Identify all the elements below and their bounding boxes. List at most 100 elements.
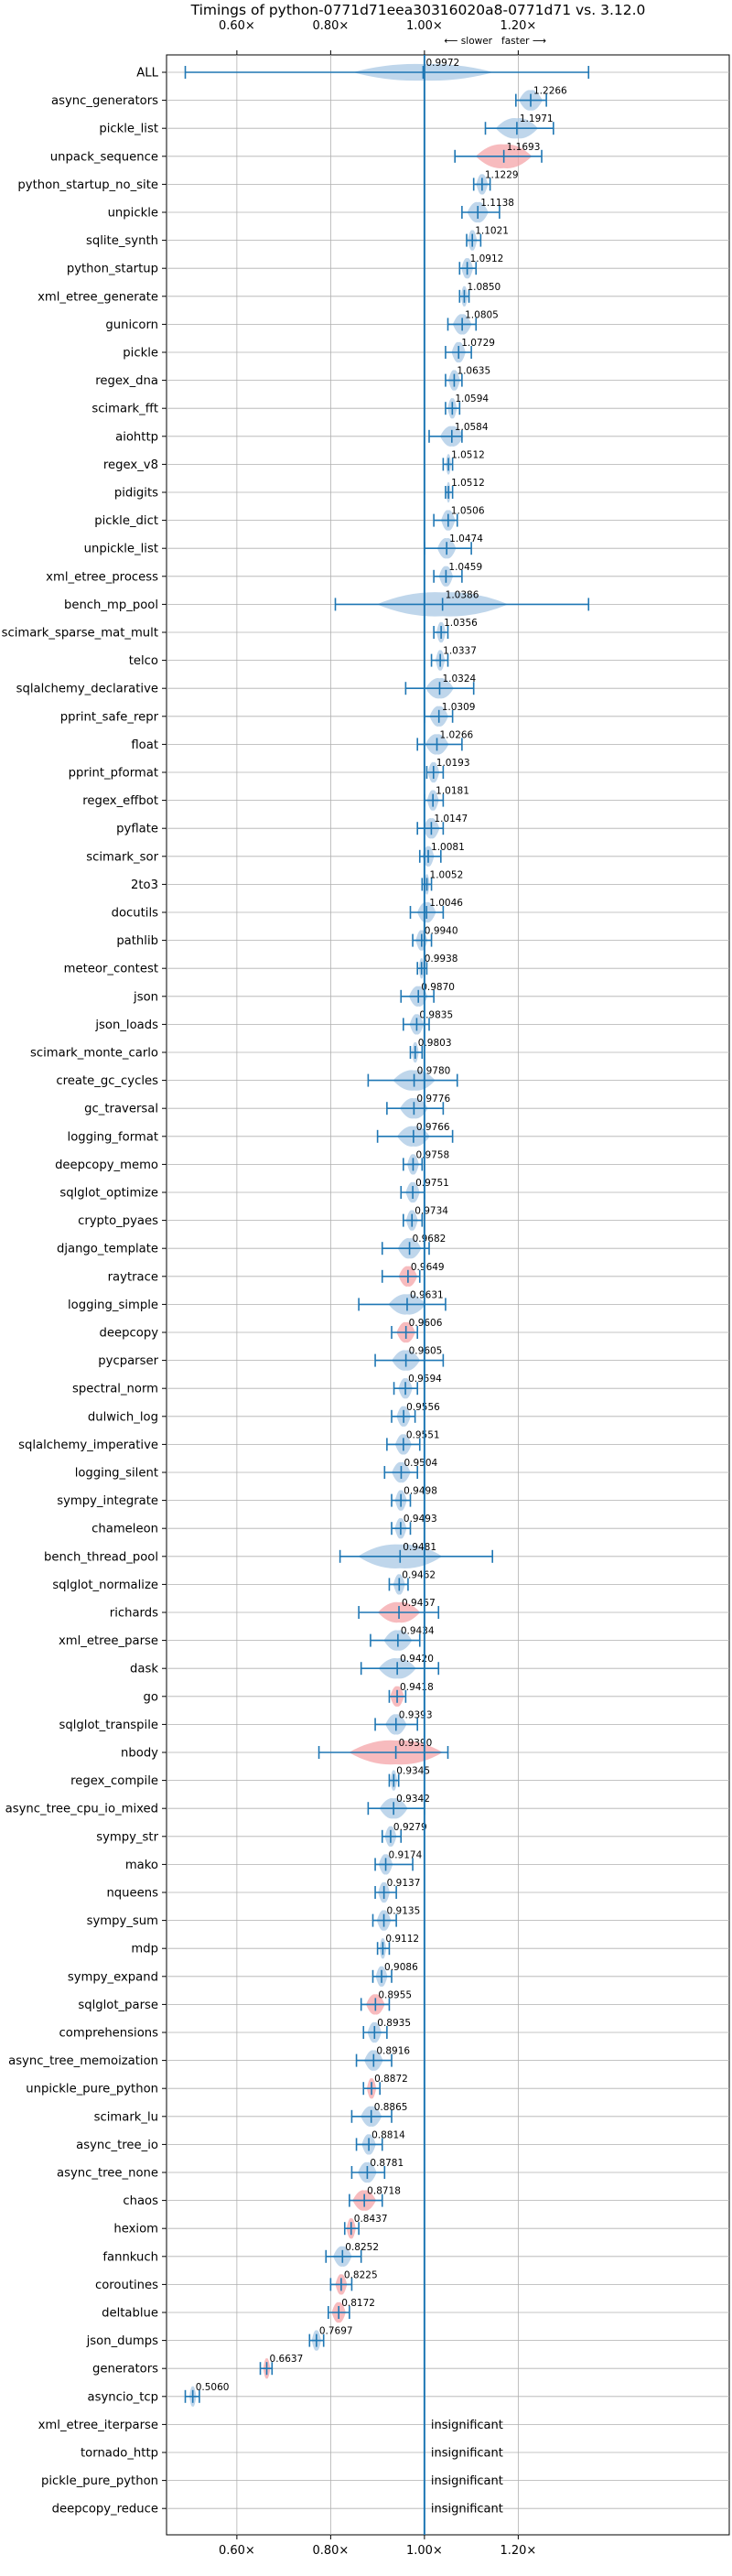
- value-label: 0.9462: [402, 1569, 436, 1580]
- benchmark-label: deepcopy: [100, 1327, 159, 1341]
- benchmark-label: xml_etree_iterparse: [38, 2419, 158, 2432]
- benchmark-label: chameleon: [92, 1523, 158, 1536]
- benchmark-label: scimark_monte_carlo: [30, 1047, 158, 1061]
- value-label: 1.0594: [455, 393, 489, 404]
- value-label: 1.0459: [448, 562, 482, 573]
- value-label: 1.0512: [451, 449, 485, 460]
- benchmark-label: logging_simple: [68, 1299, 158, 1312]
- benchmark-label: gunicorn: [105, 318, 158, 332]
- benchmark-label: deltablue: [102, 2307, 158, 2321]
- x-tick-label-bottom: 0.80×: [312, 2544, 349, 2558]
- benchmark-label: sympy_integrate: [57, 1494, 158, 1508]
- value-label: 1.1693: [507, 142, 541, 153]
- value-label: 0.9556: [406, 1402, 440, 1413]
- value-label: 0.8935: [377, 2018, 411, 2029]
- benchmark-label: raytrace: [108, 1270, 158, 1284]
- value-label: 1.0193: [436, 758, 470, 769]
- value-label: 0.9481: [403, 1542, 436, 1553]
- value-label: 0.9498: [404, 1486, 437, 1497]
- benchmark-label: pprint_safe_repr: [60, 710, 159, 724]
- value-label: 0.9605: [409, 1346, 443, 1357]
- benchmark-label: aiohttp: [115, 430, 158, 444]
- benchmark-label: nbody: [121, 1747, 158, 1761]
- value-label: 0.8916: [376, 2046, 410, 2057]
- benchmark-label: async_tree_cpu_io_mixed: [5, 1803, 158, 1816]
- faster-direction-label: faster ⟶: [501, 36, 546, 47]
- x-tick-label-top: 1.00×: [406, 19, 443, 33]
- value-label: 1.0356: [444, 618, 478, 629]
- benchmark-label: dask: [130, 1663, 158, 1676]
- value-label: 1.0474: [449, 534, 483, 544]
- value-label: 0.9751: [415, 1178, 449, 1189]
- benchmark-label: float: [131, 738, 158, 752]
- value-label: 0.9420: [400, 1654, 434, 1665]
- benchmark-label: go: [144, 1690, 158, 1704]
- benchmark-label: bench_thread_pool: [44, 1550, 158, 1564]
- insignificant-label: insignificant: [431, 2474, 503, 2488]
- value-label: 0.9682: [413, 1234, 447, 1245]
- x-tick-label-bottom: 1.20×: [500, 2544, 536, 2558]
- insignificant-label: insignificant: [431, 2419, 503, 2432]
- x-tick-label-bottom: 1.00×: [406, 2544, 443, 2558]
- value-label: 1.0266: [440, 729, 474, 740]
- benchmark-label: scimark_sor: [86, 850, 158, 864]
- benchmark-label: generators: [92, 2363, 158, 2377]
- value-label: 1.0729: [461, 338, 495, 349]
- benchmark-label: spectral_norm: [72, 1383, 158, 1396]
- benchmark-label: mdp: [131, 1943, 158, 1956]
- insignificant-label: insignificant: [431, 2447, 503, 2461]
- benchmark-label: nqueens: [106, 1887, 158, 1901]
- benchmark-label: logging_format: [68, 1130, 158, 1144]
- value-label: 0.8225: [344, 2269, 378, 2280]
- benchmark-label: telco: [129, 654, 158, 668]
- value-label: 1.0052: [430, 869, 464, 880]
- value-label: 0.9940: [425, 926, 458, 937]
- benchmark-label: 2to3: [131, 878, 158, 892]
- benchmark-label: coroutines: [95, 2279, 158, 2292]
- benchmark-label: async_generators: [51, 94, 158, 108]
- benchmark-label: sqlalchemy_imperative: [18, 1439, 158, 1452]
- value-label: 0.9279: [393, 1822, 427, 1833]
- value-label: 1.0324: [442, 674, 476, 684]
- benchmark-label: chaos: [123, 2194, 158, 2208]
- benchmark-label: tornado_http: [81, 2447, 158, 2461]
- benchmark-label: regex_v8: [103, 458, 158, 472]
- benchmark-label: regex_dna: [95, 374, 158, 388]
- value-label: 1.0805: [465, 309, 499, 320]
- benchmark-label: pidigits: [114, 487, 158, 501]
- value-label: 1.0386: [446, 589, 479, 600]
- benchmark-label: pathlib: [116, 934, 158, 948]
- plot-frame: [166, 54, 730, 2536]
- benchmark-label: async_tree_io: [76, 2139, 158, 2152]
- benchmark-label: unpickle_list: [84, 543, 158, 556]
- value-label: 0.9418: [400, 1682, 434, 1693]
- benchmark-label: json_dumps: [86, 2334, 159, 2348]
- benchmark-label: pickle_pure_python: [41, 2474, 158, 2488]
- plot-area: 0.60× 0.60× 0.80× 0.80× 1.00× 1.00× 1.20× 1.20×…: [2, 19, 730, 2558]
- benchmark-label: sqlglot_transpile: [59, 1719, 159, 1732]
- value-label: 0.9504: [404, 1458, 437, 1469]
- benchmark-label: logging_silent: [75, 1467, 158, 1481]
- benchmark-label: ALL: [136, 67, 158, 81]
- insignificant-label: insignificant: [431, 2503, 503, 2517]
- benchmark-label: sqlglot_optimize: [59, 1187, 158, 1201]
- value-label: 0.9137: [387, 1878, 421, 1889]
- value-label: 1.0584: [455, 422, 489, 433]
- value-label: 1.0337: [443, 646, 477, 657]
- benchmark-label: fannkuch: [102, 2250, 158, 2264]
- benchmark-label: pprint_pformat: [69, 767, 158, 781]
- value-label: 0.9086: [384, 1962, 418, 1973]
- benchmark-label: hexiom: [113, 2223, 158, 2236]
- benchmark-label: docutils: [112, 907, 159, 921]
- value-label: 0.9972: [425, 58, 459, 69]
- benchmark-label: pickle_dict: [94, 514, 158, 528]
- benchmark-label: xml_etree_parse: [59, 1634, 158, 1648]
- benchmark-label: sqlglot_parse: [78, 1999, 158, 2012]
- value-label: 0.9551: [406, 1429, 440, 1440]
- value-label: 0.6637: [270, 2354, 304, 2365]
- value-label: 0.7697: [319, 2326, 353, 2337]
- value-label: 0.8955: [378, 1989, 412, 2000]
- value-label: 0.8872: [374, 2074, 408, 2085]
